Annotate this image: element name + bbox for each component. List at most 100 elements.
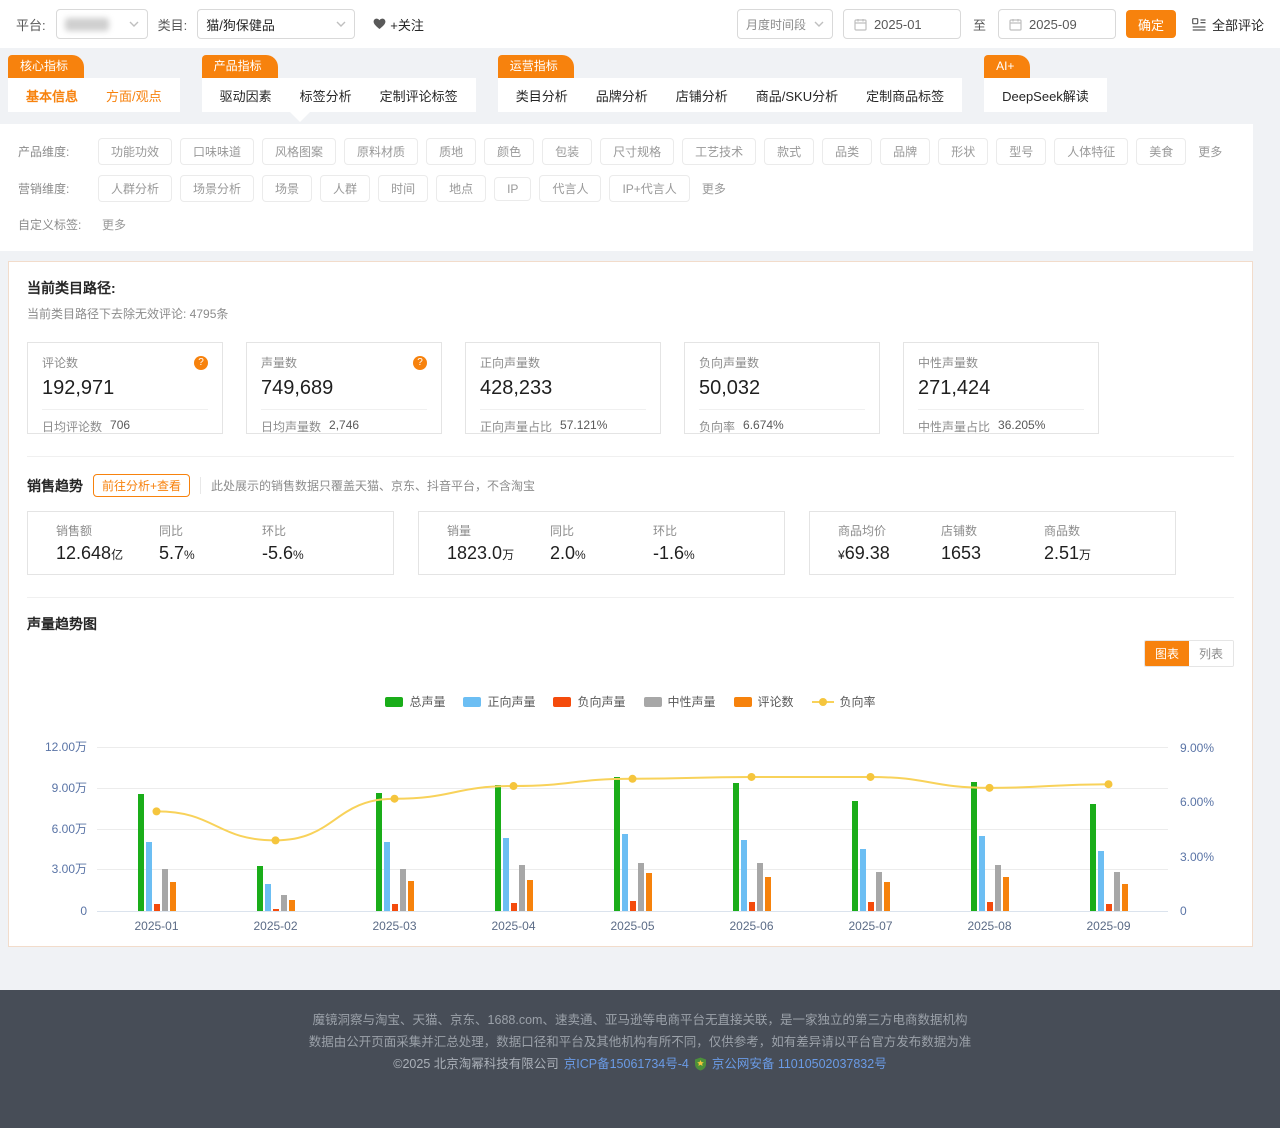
nav-item-tag-analysis[interactable]: 标签分析: [300, 86, 352, 105]
stat-sub-value: 706: [110, 418, 130, 435]
metric-value: 12.648: [56, 543, 111, 563]
filter-tag[interactable]: 质地: [426, 138, 476, 165]
period-select[interactable]: 月度时间段: [737, 9, 833, 39]
nav-groups: 核心指标 基本信息 方面/观点 产品指标 驱动因素 标签分析 定制评论标签 运营…: [8, 55, 1280, 112]
filter-tag[interactable]: 风格图案: [262, 138, 336, 165]
filter-tag[interactable]: 人群: [320, 175, 370, 202]
metric-value: 2.0: [550, 543, 575, 563]
filter-tag[interactable]: 场景分析: [180, 175, 254, 202]
nav-item-driving-factors[interactable]: 驱动因素: [220, 86, 272, 105]
help-icon[interactable]: ?: [413, 356, 427, 370]
left-axis-tick: 0: [80, 904, 87, 918]
nav-item-custom-product-tags[interactable]: 定制商品标签: [866, 86, 944, 105]
filter-tag[interactable]: 包装: [542, 138, 592, 165]
metric-yoy: 同比 2.0%: [550, 522, 653, 564]
legend-swatch: [644, 697, 662, 707]
filter-tag[interactable]: 口味味道: [180, 138, 254, 165]
filter-tag[interactable]: 代言人: [539, 175, 601, 202]
filter-tag[interactable]: 地点: [436, 175, 486, 202]
legend-item-neutral[interactable]: 中性声量: [644, 693, 716, 710]
sales-header: 销售趋势 前往分析+查看 此处展示的销售数据只覆盖天猫、京东、抖音平台，不含淘宝: [9, 457, 1252, 497]
footer-disclaimer-2: 数据由公开页面采集并汇总处理，数据口径和平台及其他机构有所不同，仅供参考，如有差…: [0, 1031, 1280, 1053]
nav-item-basic-info[interactable]: 基本信息: [26, 86, 78, 105]
platform-select[interactable]: [56, 9, 148, 39]
filter-more-marketing[interactable]: 更多: [698, 176, 730, 201]
nav-item-aspect-view[interactable]: 方面/观点: [106, 86, 162, 105]
left-axis-tick: 9.00万: [52, 779, 87, 796]
metric-value: 5.7: [159, 543, 184, 563]
filter-tag[interactable]: 人群分析: [98, 175, 172, 202]
legend-item-total[interactable]: 总声量: [385, 693, 445, 710]
legend-item-negative-rate[interactable]: 负向率: [812, 693, 876, 710]
category-select[interactable]: 猫/狗保健品: [197, 9, 355, 39]
nav-item-sku-analysis[interactable]: 商品/SKU分析: [756, 86, 838, 105]
legend-item-negative[interactable]: 负向声量: [553, 693, 625, 710]
nav-item-deepseek[interactable]: DeepSeek解读: [1002, 86, 1089, 105]
nav-group-product: 产品指标 驱动因素 标签分析 定制评论标签: [202, 55, 476, 112]
x-axis-tick: 2025-09: [1086, 919, 1130, 933]
filter-tag[interactable]: IP: [494, 177, 531, 201]
stat-value: 749,689: [261, 377, 427, 410]
stat-label: 正向声量数: [480, 354, 540, 371]
nav-tag-operation: 运营指标: [498, 55, 574, 78]
volume-chart-title: 声量趋势图: [27, 616, 97, 632]
filter-tag[interactable]: 人体特征: [1054, 138, 1128, 165]
date-from-input[interactable]: 2025-01: [843, 9, 961, 39]
filter-tag[interactable]: 颜色: [484, 138, 534, 165]
filter-tag[interactable]: 美食: [1136, 138, 1186, 165]
chart-legend: 总声量 正向声量 负向声量 中性声量 评论数 负向率: [9, 693, 1252, 710]
stat-value: 428,233: [480, 377, 646, 410]
metric-sales-volume: 销量 1823.0万: [447, 522, 550, 564]
date-to-input[interactable]: 2025-09: [998, 9, 1116, 39]
confirm-button[interactable]: 确定: [1126, 10, 1176, 38]
security-record-link[interactable]: 京公网安备 11010502037832号: [712, 1053, 887, 1075]
toggle-chart-view[interactable]: 图表: [1145, 641, 1189, 666]
all-comments-button[interactable]: 全部评论: [1192, 15, 1264, 34]
stat-label: 声量数: [261, 354, 297, 371]
metric-label: 销量: [447, 522, 550, 539]
filter-tag[interactable]: 场景: [262, 175, 312, 202]
x-axis-tick: 2025-06: [729, 919, 773, 933]
filter-tag[interactable]: 时间: [378, 175, 428, 202]
filter-tag[interactable]: 工艺技术: [682, 138, 756, 165]
nav-item-brand-analysis[interactable]: 品牌分析: [596, 86, 648, 105]
filter-tag[interactable]: 款式: [764, 138, 814, 165]
metric-yoy: 同比 5.7%: [159, 522, 262, 564]
filter-tag[interactable]: 品牌: [880, 138, 930, 165]
legend-swatch: [463, 697, 481, 707]
stat-value: 50,032: [699, 377, 865, 410]
legend-item-comments[interactable]: 评论数: [734, 693, 794, 710]
platform-value-redacted: [65, 18, 109, 31]
metric-label: 环比: [653, 522, 756, 539]
nav-tag-product: 产品指标: [202, 55, 278, 78]
category-value: 猫/狗保健品: [206, 15, 275, 34]
stat-card-neutral: 中性声量数 271,424 中性声量占比 36.205%: [903, 342, 1099, 434]
toggle-list-view[interactable]: 列表: [1189, 641, 1233, 666]
nav-item-shop-analysis[interactable]: 店铺分析: [676, 86, 728, 105]
filter-tag[interactable]: 品类: [822, 138, 872, 165]
filter-tag[interactable]: 功能功效: [98, 138, 172, 165]
filter-tag[interactable]: 原料材质: [344, 138, 418, 165]
nav-item-custom-review-tags[interactable]: 定制评论标签: [380, 86, 458, 105]
goto-analysis-button[interactable]: 前往分析+查看: [93, 474, 190, 497]
footer: 魔镜洞察与淘宝、天猫、京东、1688.com、速卖通、亚马逊等电商平台无直接关联…: [0, 990, 1280, 1128]
legend-item-positive[interactable]: 正向声量: [463, 693, 535, 710]
filter-more-custom[interactable]: 更多: [98, 212, 130, 237]
stat-sub-label: 负向率: [699, 418, 735, 435]
icp-link[interactable]: 京ICP备15061734号-4: [564, 1053, 689, 1075]
nav-item-category-analysis[interactable]: 类目分析: [516, 86, 568, 105]
legend-label: 总声量: [409, 693, 445, 710]
filter-tag[interactable]: IP+代言人: [609, 175, 689, 202]
help-icon[interactable]: ?: [194, 356, 208, 370]
chevron-down-icon: [129, 21, 139, 27]
legend-swatch: [734, 697, 752, 707]
chart-plot-area: 03.00万6.00万9.00万12.00万03.00%6.00%9.00%20…: [97, 748, 1168, 912]
filter-tag[interactable]: 型号: [996, 138, 1046, 165]
range-separator: 至: [971, 15, 988, 34]
filter-more-product[interactable]: 更多: [1194, 139, 1226, 164]
filter-tag[interactable]: 尺寸规格: [600, 138, 674, 165]
follow-button[interactable]: +关注: [373, 15, 424, 34]
right-axis-tick: 0: [1180, 904, 1187, 918]
filter-tag[interactable]: 形状: [938, 138, 988, 165]
stat-label: 中性声量数: [918, 354, 978, 371]
